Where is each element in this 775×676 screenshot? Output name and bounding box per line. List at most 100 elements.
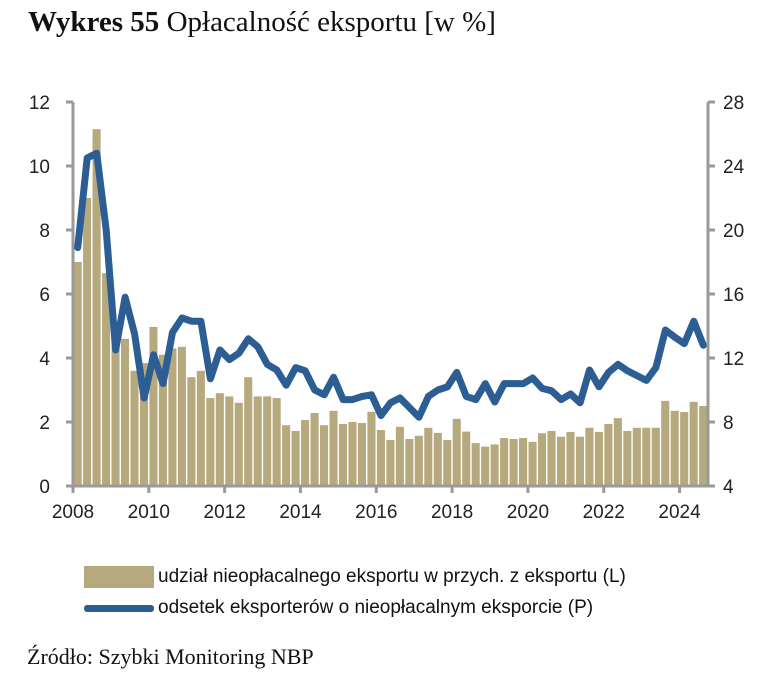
right-tick-label: 24: [723, 157, 745, 178]
bar: [168, 348, 177, 486]
bar: [320, 425, 329, 486]
bar: [585, 427, 594, 486]
x-tick-label: 2008: [52, 502, 94, 523]
bar: [661, 400, 670, 486]
bar: [405, 438, 414, 486]
bar: [528, 441, 537, 486]
legend-item-line: odsetek eksporterów o nieopłacalnym eksp…: [84, 597, 593, 619]
bar: [92, 129, 101, 486]
bar: [642, 427, 651, 486]
bar: [234, 402, 243, 486]
x-tick-label: 2020: [507, 502, 549, 523]
right-tick-label: 16: [723, 285, 744, 306]
bar: [594, 431, 603, 486]
right-tick-label: 12: [723, 349, 744, 370]
x-tick-label: 2018: [431, 502, 473, 523]
bar: [424, 427, 433, 486]
bar: [481, 446, 490, 486]
bar: [215, 393, 224, 486]
bar: [651, 427, 660, 486]
bar: [329, 410, 338, 486]
bar: [357, 422, 367, 486]
bar: [130, 370, 139, 486]
bar: [367, 411, 376, 486]
bar: [547, 430, 556, 486]
x-tick-label: 2024: [658, 502, 701, 523]
bar: [414, 435, 423, 486]
bar: [566, 431, 575, 486]
x-tick-label: 2022: [583, 502, 625, 523]
bar: [632, 427, 641, 486]
bar: [623, 430, 632, 486]
left-tick-label: 12: [29, 93, 50, 114]
legend-swatch-line: [84, 604, 154, 612]
bar: [509, 438, 518, 486]
bar: [699, 406, 708, 486]
bar: [225, 396, 234, 486]
bar: [490, 444, 499, 486]
bar: [244, 377, 253, 486]
bar: [613, 418, 622, 486]
bar: [102, 273, 111, 486]
bar: [263, 396, 272, 486]
bar: [120, 338, 130, 486]
right-tick-label: 4: [723, 477, 734, 498]
bar: [538, 433, 547, 486]
bar: [177, 346, 186, 486]
right-tick-label: 8: [723, 413, 734, 434]
bar: [604, 423, 613, 486]
bar: [73, 262, 82, 486]
bar: [282, 425, 291, 486]
bar: [670, 410, 679, 486]
bar: [680, 412, 689, 486]
x-tick-label: 2014: [279, 502, 322, 523]
right-tick-label: 28: [723, 93, 744, 114]
right-tick-label: 20: [723, 221, 744, 242]
bar: [575, 436, 584, 486]
bar: [139, 363, 149, 486]
left-tick-label: 6: [39, 285, 50, 306]
bar: [253, 396, 262, 486]
left-tick-label: 8: [39, 221, 50, 242]
bar: [443, 439, 452, 486]
legend-label-bars: udział nieopłacalnego eksportu w przych.…: [158, 566, 626, 587]
left-tick-label: 4: [39, 349, 50, 370]
bar: [196, 370, 205, 486]
bar: [149, 326, 158, 486]
bar: [111, 345, 120, 486]
bar: [689, 401, 698, 486]
bar: [395, 426, 404, 486]
x-tick-label: 2010: [128, 502, 170, 523]
chart-title-text: Opłacalność eksportu [w %]: [166, 6, 496, 38]
bar: [291, 430, 300, 486]
bar: [500, 438, 509, 486]
x-tick-label: 2012: [204, 502, 246, 523]
bar: [556, 436, 566, 486]
left-tick-label: 10: [29, 157, 50, 178]
chart-title: Wykres 55 Opłacalność eksportu [w %]: [28, 6, 496, 39]
bar: [187, 377, 196, 486]
bar: [348, 422, 357, 486]
bar: [310, 413, 319, 486]
bar: [433, 432, 442, 486]
bar: [471, 443, 480, 486]
legend-item-bars: udział nieopłacalnego eksportu w przych.…: [84, 566, 626, 588]
bar: [338, 423, 348, 486]
bar: [301, 420, 310, 486]
source-note: Źródło: Szybki Monitoring NBP: [27, 644, 314, 669]
x-tick-label: 2016: [355, 502, 397, 523]
bar: [376, 430, 385, 486]
bar: [206, 398, 215, 486]
bar: [272, 398, 281, 486]
legend-label-line: odsetek eksporterów o nieopłacalnym eksp…: [158, 597, 594, 618]
bar: [462, 431, 471, 486]
left-tick-label: 0: [39, 477, 50, 498]
bar: [519, 438, 528, 486]
bar: [452, 418, 461, 486]
bar: [386, 439, 395, 486]
bar: [83, 198, 92, 486]
chart-number: Wykres 55: [28, 6, 160, 38]
left-tick-label: 2: [39, 413, 50, 434]
legend-swatch-bars: [84, 566, 154, 588]
